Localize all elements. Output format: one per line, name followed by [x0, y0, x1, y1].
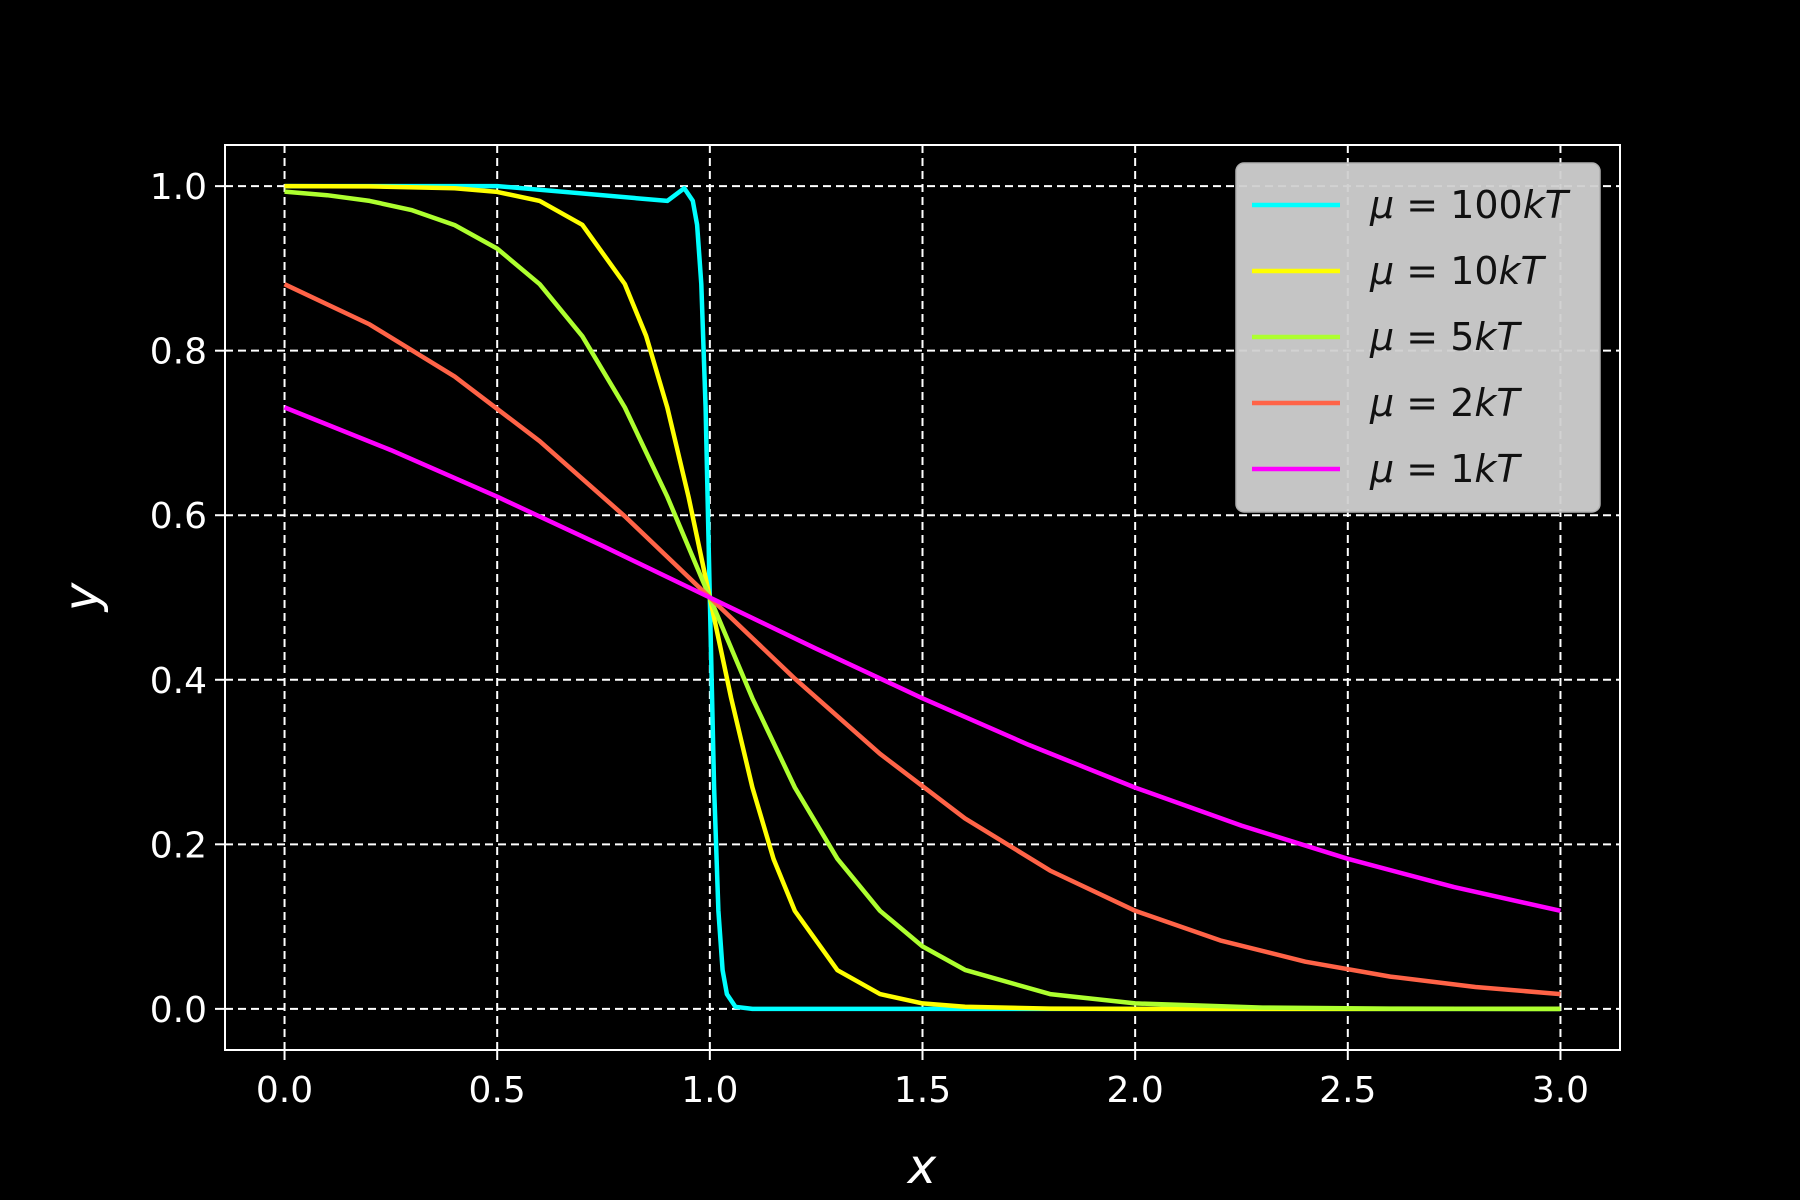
legend-entry-10kT: μ = 10kT	[1369, 249, 1547, 293]
series-line-5kT	[284, 189, 1561, 1012]
series-line-100kT	[284, 183, 1561, 1012]
x-tick-label: 0.5	[469, 1070, 526, 1111]
series-line-1kT	[283, 405, 1561, 913]
series-lines	[283, 183, 1561, 1012]
y-tick-label: 0.0	[150, 990, 207, 1031]
x-axis-ticks: 0.0 0.5 1.0 1.5 2.0 2.5 3.0	[256, 1050, 1589, 1111]
y-tick-label: 1.0	[150, 167, 207, 208]
y-tick-label: 0.4	[150, 661, 207, 702]
legend: μ = 100kT μ = 10kT μ = 5kT μ = 2kT μ = 1kT	[1235, 162, 1601, 513]
x-tick-label: 2.0	[1107, 1070, 1164, 1111]
x-tick-label: 1.0	[681, 1070, 738, 1111]
x-axis-label: x	[906, 1139, 937, 1195]
x-tick-label: 3.0	[1532, 1070, 1589, 1111]
x-tick-label: 2.5	[1319, 1070, 1376, 1111]
y-tick-label: 0.6	[150, 496, 207, 537]
legend-entry-1kT: μ = 1kT	[1369, 447, 1522, 491]
legend-entry-2kT: μ = 2kT	[1369, 381, 1522, 425]
series-line-10kT	[284, 183, 1561, 1012]
y-tick-label: 0.2	[150, 825, 207, 866]
y-axis-label: y	[54, 582, 110, 613]
x-tick-label: 1.5	[894, 1070, 951, 1111]
x-tick-label: 0.0	[256, 1070, 313, 1111]
legend-box	[1235, 162, 1601, 513]
series-line-2kT	[283, 282, 1561, 997]
y-tick-label: 0.8	[150, 332, 207, 373]
legend-entry-5kT: μ = 5kT	[1369, 315, 1522, 359]
legend-entry-100kT: μ = 100kT	[1369, 183, 1571, 227]
y-axis-ticks: 0.0 0.2 0.4 0.6 0.8 1.0	[150, 167, 225, 1031]
